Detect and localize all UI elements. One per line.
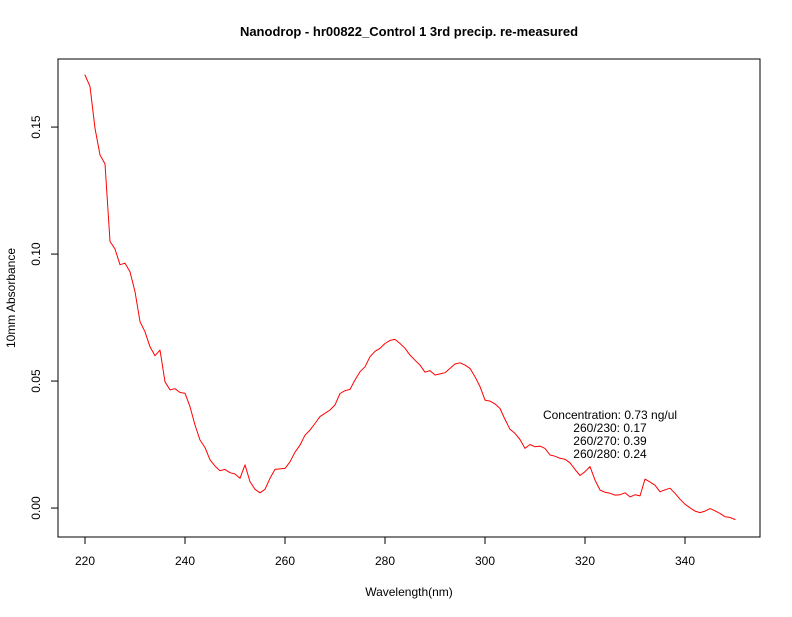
x-tick-label: 320 [575,554,595,568]
x-tick-label: 220 [75,554,95,568]
y-axis-ticks: 0.00 0.05 0.10 0.15 [29,115,58,520]
absorbance-trace [84,74,736,520]
annotation-260-270: 260/270: 0.39 [573,434,647,448]
x-axis-ticks: 220 240 260 280 300 320 340 [75,537,695,568]
y-tick-label: 0.05 [29,369,43,393]
x-tick-label: 340 [675,554,695,568]
x-tick-label: 300 [475,554,495,568]
annotation-260-280: 260/280: 0.24 [573,447,647,461]
y-tick-label: 0.00 [29,496,43,520]
x-tick-label: 280 [375,554,395,568]
annotation-block: Concentration: 0.73 ng/ul 260/230: 0.17 … [543,408,677,461]
annotation-concentration: Concentration: 0.73 ng/ul [543,408,677,422]
x-tick-label: 260 [275,554,295,568]
annotation-260-230: 260/230: 0.17 [573,421,647,435]
x-axis-label: Wavelength(nm) [365,585,453,599]
y-tick-label: 0.10 [29,242,43,266]
chart-title: Nanodrop - hr00822_Control 1 3rd precip.… [240,24,578,39]
y-tick-label: 0.15 [29,115,43,139]
plot-border [57,58,761,538]
x-tick-label: 240 [175,554,195,568]
y-axis-label: 10mm Absorbance [4,248,18,348]
